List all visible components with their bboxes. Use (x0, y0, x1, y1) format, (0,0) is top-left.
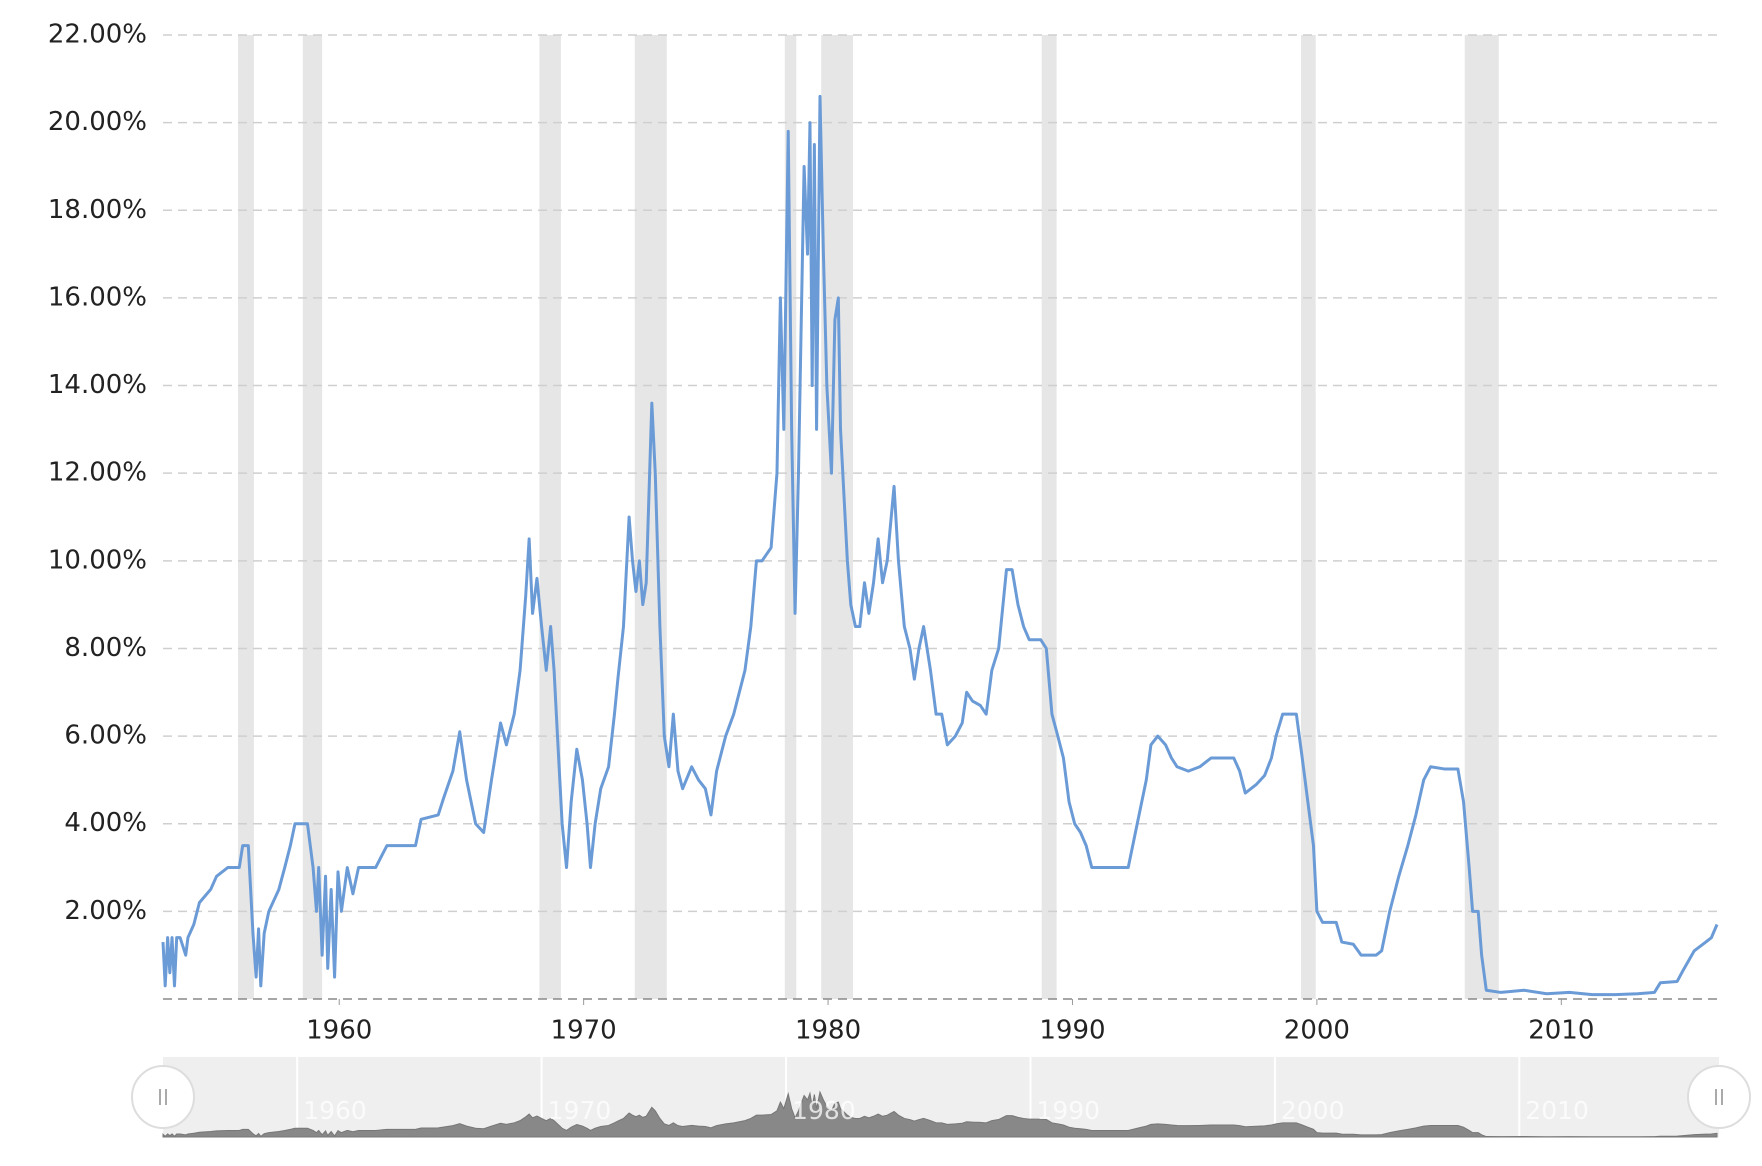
recession-band (1301, 35, 1316, 999)
left-handle[interactable] (131, 1065, 195, 1129)
rate-line (161, 94, 1719, 997)
x-tick-label: 2010 (1528, 1016, 1594, 1046)
x-tick-label: 1980 (795, 1016, 861, 1046)
navigator: 1960 1970 1980 1990 2000 2010 (162, 1057, 1719, 1138)
navigator-label: 2000 (1281, 1096, 1345, 1125)
y-tick-label: 2.00% (64, 896, 147, 926)
y-tick-label: 8.00% (64, 633, 147, 663)
recession-band (302, 35, 323, 999)
navigator-label: 1970 (548, 1096, 612, 1125)
x-tick-label: 1970 (551, 1016, 617, 1046)
navigator-label: 2010 (1525, 1096, 1589, 1125)
navigator-label: 1980 (792, 1096, 856, 1125)
plot (161, 94, 1719, 997)
y-tick-label: 22.00% (48, 20, 147, 50)
x-tick-label: 1990 (1039, 1016, 1105, 1046)
y-tick-label: 14.00% (48, 370, 147, 400)
navigator-area (162, 1090, 1718, 1138)
recession-band (784, 35, 797, 999)
recession-band (634, 35, 667, 999)
recession-band (1464, 35, 1499, 999)
navigator-label: 1990 (1036, 1096, 1100, 1125)
recession-band (821, 35, 853, 999)
right-handle[interactable] (1687, 1065, 1751, 1129)
recession-band (539, 35, 561, 999)
y-tick-label: 4.00% (64, 808, 147, 838)
navigator-handles[interactable] (131, 1065, 1751, 1129)
y-tick-label: 6.00% (64, 721, 147, 751)
y-tick-label: 18.00% (48, 195, 147, 225)
navigator-label: 1960 (303, 1096, 367, 1125)
y-tick-label: 12.00% (48, 458, 147, 488)
recession-band (238, 35, 254, 999)
grid: 2.00% 4.00% 6.00% 8.00% 10.00% 12.00% 14.00% 16… (48, 20, 1717, 1046)
y-tick-label: 10.00% (48, 545, 147, 575)
x-tick-label: 2000 (1284, 1016, 1350, 1046)
recession-bands (238, 35, 1499, 999)
y-tick-label: 16.00% (48, 282, 147, 312)
x-tick-label: 1960 (306, 1016, 372, 1046)
recession-band (1041, 35, 1057, 999)
y-tick-label: 20.00% (48, 107, 147, 137)
